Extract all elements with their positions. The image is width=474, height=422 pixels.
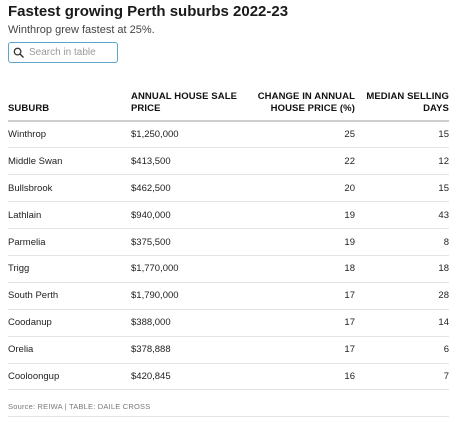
page-title: Fastest growing Perth suburbs 2022-23 xyxy=(8,3,289,20)
search-box[interactable] xyxy=(8,42,118,63)
column-header-sale-price[interactable]: ANNUAL HOUSE SALE PRICE xyxy=(131,71,249,122)
table-row: Cooloongup $420,845 16 7 xyxy=(8,363,449,391)
search-icon xyxy=(13,47,24,58)
cell-sale-price: $378,888 xyxy=(131,336,249,364)
cell-sale-price: $375,500 xyxy=(131,228,249,256)
cell-selling-days: 43 xyxy=(355,201,449,230)
cell-suburb: Middle Swan xyxy=(8,147,131,176)
table-row: Parmelia $375,500 19 8 xyxy=(8,228,449,256)
cell-suburb: Coodanup xyxy=(8,309,131,337)
cell-selling-days: 7 xyxy=(355,363,449,391)
cell-selling-days: 15 xyxy=(355,121,449,149)
cell-suburb: Orelia xyxy=(8,336,131,364)
cell-price-change: 22 xyxy=(249,147,355,176)
cell-price-change: 20 xyxy=(249,174,355,203)
cell-price-change: 17 xyxy=(249,336,355,364)
cell-sale-price: $1,250,000 xyxy=(131,121,249,149)
cell-suburb: Bullsbrook xyxy=(8,174,131,203)
cell-sale-price: $388,000 xyxy=(131,309,249,337)
cell-price-change: 19 xyxy=(249,201,355,230)
cell-price-change: 19 xyxy=(249,228,355,256)
table-row: Orelia $378,888 17 6 xyxy=(8,336,449,364)
cell-price-change: 17 xyxy=(249,309,355,337)
cell-selling-days: 14 xyxy=(355,309,449,337)
cell-price-change: 17 xyxy=(249,282,355,310)
cell-selling-days: 12 xyxy=(355,147,449,176)
cell-sale-price: $940,000 xyxy=(131,201,249,230)
table-row: Bullsbrook $462,500 20 15 xyxy=(8,174,449,203)
search-input[interactable] xyxy=(29,47,117,58)
suburbs-table: SUBURB ANNUAL HOUSE SALE PRICE CHANGE IN… xyxy=(8,71,449,391)
cell-sale-price: $1,770,000 xyxy=(131,255,249,283)
column-header-selling-days[interactable]: MEDIAN SELLING DAYS xyxy=(355,71,449,122)
cell-suburb: Lathlain xyxy=(8,201,131,230)
cell-selling-days: 18 xyxy=(355,255,449,283)
cell-suburb: South Perth xyxy=(8,282,131,310)
source-note: Source: REIWA | TABLE: DAILE CROSS xyxy=(8,402,151,411)
table-row: Winthrop $1,250,000 25 15 xyxy=(8,121,449,149)
table-row: Coodanup $388,000 17 14 xyxy=(8,309,449,337)
cell-sale-price: $462,500 xyxy=(131,174,249,203)
cell-selling-days: 15 xyxy=(355,174,449,203)
cell-selling-days: 28 xyxy=(355,282,449,310)
bottom-divider xyxy=(8,416,449,417)
cell-sale-price: $413,500 xyxy=(131,147,249,176)
cell-suburb: Parmelia xyxy=(8,228,131,256)
column-header-price-change[interactable]: CHANGE IN ANNUAL HOUSE PRICE (%) xyxy=(249,71,355,122)
cell-suburb: Cooloongup xyxy=(8,363,131,391)
table-row: Trigg $1,770,000 18 18 xyxy=(8,255,449,283)
cell-price-change: 18 xyxy=(249,255,355,283)
cell-selling-days: 6 xyxy=(355,336,449,364)
table-row: Middle Swan $413,500 22 12 xyxy=(8,147,449,176)
column-header-suburb[interactable]: SUBURB xyxy=(8,71,131,122)
cell-suburb: Trigg xyxy=(8,255,131,283)
page-subtitle: Winthrop grew fastest at 25%. xyxy=(8,24,155,36)
cell-sale-price: $1,790,000 xyxy=(131,282,249,310)
table-header-row: SUBURB ANNUAL HOUSE SALE PRICE CHANGE IN… xyxy=(8,71,449,122)
table-body: Winthrop $1,250,000 25 15 Middle Swan $413,50… xyxy=(8,121,449,391)
cell-price-change: 25 xyxy=(249,121,355,149)
cell-sale-price: $420,845 xyxy=(131,363,249,391)
cell-suburb: Winthrop xyxy=(8,121,131,149)
table-row: South Perth $1,790,000 17 28 xyxy=(8,282,449,310)
table-row: Lathlain $940,000 19 43 xyxy=(8,201,449,230)
cell-price-change: 16 xyxy=(249,363,355,391)
cell-selling-days: 8 xyxy=(355,228,449,256)
